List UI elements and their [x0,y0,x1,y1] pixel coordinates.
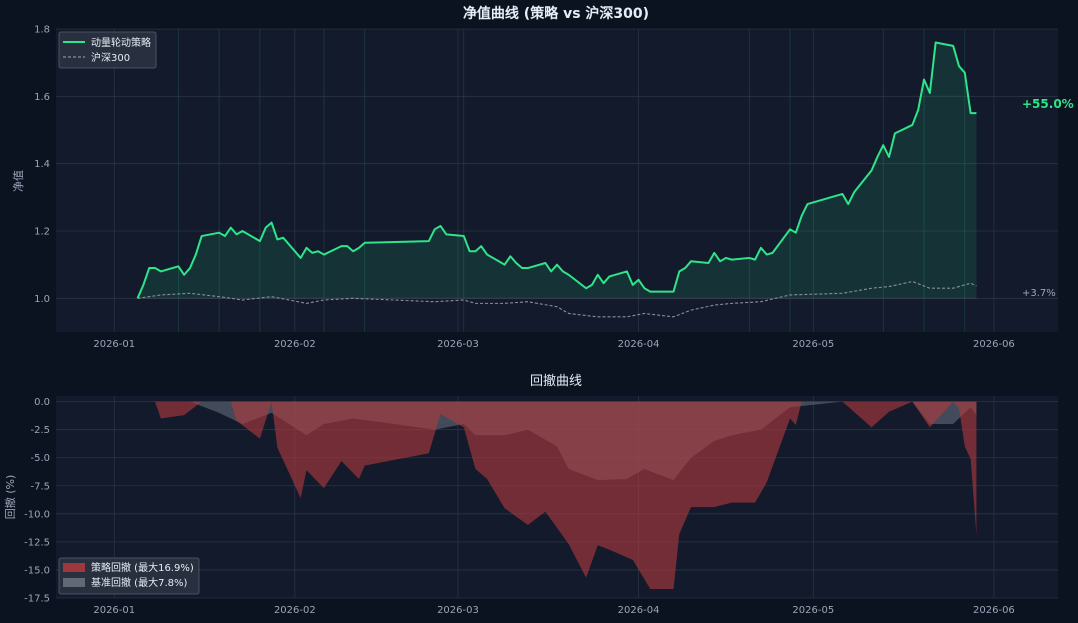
strategy-drawdown-legend-label: 策略回撤 (最大16.9%) [91,561,194,574]
drawdown-series-group [137,401,977,590]
drawdown-y-axis-label: 回撤 (%) [3,475,17,520]
drawdown-legend: 策略回撤 (最大16.9%) 基准回撤 (最大7.8%) [58,557,200,595]
nav-x-ticks: 2026-01 2026-02 2026-03 2026-04 2026-05 2026-… [93,339,1014,350]
drawdown-y-tick-label: -7.5 [30,481,50,492]
nav-y-tick-label: 1.0 [34,294,50,305]
strategy-drawdown-legend-swatch [63,563,85,572]
nav-y-tick-label: 1.2 [34,227,50,238]
drawdown-y-tick-label: -15.0 [24,565,50,576]
nav-y-ticks: 1.0 1.2 1.4 1.6 1.8 [34,25,50,305]
drawdown-legend-box [58,557,200,595]
nav-x-tick-label: 2026-05 [792,339,834,350]
benchmark-series-line [137,280,977,318]
nav-y-tick-label: 1.4 [34,159,50,170]
nav-y-axis-label: 净值 [11,170,25,192]
drawdown-x-tick-label: 2026-02 [274,605,316,616]
drawdown-y-tick-label: -5.0 [30,453,50,464]
drawdown-x-tick-label: 2026-06 [973,605,1015,616]
benchmark-drawdown-legend-label: 基准回撤 (最大7.8%) [91,576,187,589]
drawdown-x-ticks: 2026-01 2026-02 2026-03 2026-04 2026-05 2026-… [93,605,1014,616]
nav-x-tick-label: 2026-06 [973,339,1015,350]
nav-x-tick-label: 2026-04 [618,339,660,350]
nav-regime-lines [177,29,966,332]
benchmark-legend-label: 沪深300 [91,51,130,64]
nav-x-tick-label: 2026-01 [93,339,135,350]
drawdown-x-tick-label: 2026-01 [93,605,135,616]
benchmark-return-annotation: +3.7% [1022,288,1056,299]
drawdown-x-tick-label: 2026-05 [792,605,834,616]
strategy-legend-label: 动量轮动策略 [91,36,151,49]
benchmark-drawdown-legend-swatch [63,578,85,587]
nav-y-tick-label: 1.6 [34,92,50,103]
drawdown-y-tick-label: 0.0 [34,397,50,408]
drawdown-x-tick-label: 2026-03 [437,605,479,616]
nav-plot-area [56,29,1058,332]
nav-legend: 动量轮动策略 沪深300 [58,31,157,69]
drawdown-chart-title: 回撤曲线 [530,373,582,389]
strategy-drawdown-area [137,401,977,590]
strategy-area [137,42,977,299]
drawdown-y-tick-label: -17.5 [24,594,50,605]
nav-x-tick-label: 2026-03 [437,339,479,350]
drawdown-x-tick-label: 2026-04 [618,605,660,616]
nav-chart-title: 净值曲线 (策略 vs 沪深300) [463,5,649,22]
nav-y-tick-label: 1.8 [34,25,50,36]
drawdown-y-ticks: 0.0 -2.5 -5.0 -7.5 -10.0 -12.5 -15.0 -17.5 [24,397,50,604]
strategy-return-annotation: +55.0% [1022,97,1074,111]
drawdown-y-tick-label: -12.5 [24,537,50,548]
nav-series-group [136,41,977,318]
strategy-series-line [136,41,977,299]
drawdown-y-tick-label: -10.0 [24,509,50,520]
drawdown-y-tick-label: -2.5 [30,425,50,436]
nav-x-tick-label: 2026-02 [274,339,316,350]
